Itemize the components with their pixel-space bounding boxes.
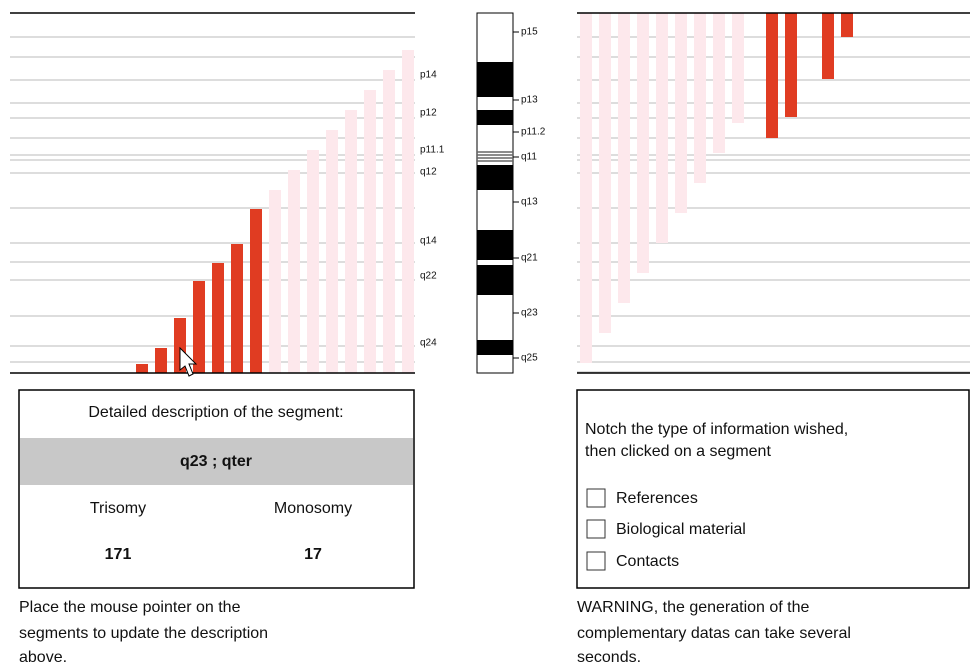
dark-band	[477, 340, 513, 355]
segment-name: q23 ; qter	[180, 453, 252, 470]
segment-bar	[155, 348, 167, 373]
description-title: Detailed description of the segment:	[88, 404, 343, 421]
dark-band	[477, 165, 513, 190]
checkbox-label[interactable]: Contacts	[616, 553, 679, 570]
note-line: Place the mouse pointer on the	[19, 599, 241, 616]
charts: p14 p12 p11.1 q12 q14 q22 q24 p15 p13 p11.2 q11 q13…	[10, 12, 970, 374]
ghost-segment	[656, 13, 668, 243]
segment-bar	[250, 209, 262, 373]
instruction-line: then clicked on a segment	[585, 443, 771, 460]
segment-bar	[136, 364, 148, 373]
dark-band	[477, 62, 513, 97]
options-box	[576, 389, 970, 589]
band-label: q22	[420, 271, 437, 282]
band-label: p11.2	[521, 127, 546, 138]
band-label: q25	[521, 353, 538, 364]
count: 17	[304, 546, 322, 563]
ghost-segment	[288, 170, 300, 373]
band-label: p12	[420, 108, 437, 119]
band-label: q14	[420, 236, 437, 247]
checkbox-label[interactable]: References	[616, 490, 698, 507]
column-label: Trisomy	[90, 500, 146, 517]
warning-line: seconds.	[577, 649, 641, 666]
ghost-segment	[675, 13, 687, 213]
band-label: q24	[420, 338, 437, 349]
ghost-segment	[326, 130, 338, 373]
ghost-segment	[364, 90, 376, 373]
band-label: q12	[420, 167, 437, 178]
ghost-segment	[269, 190, 281, 373]
column-label: Monosomy	[274, 500, 352, 517]
band-label: q21	[521, 253, 538, 264]
ghost-segment	[637, 13, 649, 273]
ghost-segment	[402, 50, 414, 373]
note-line: above.	[19, 649, 67, 666]
description-box	[18, 389, 415, 589]
ghost-segment	[618, 13, 630, 303]
count: 171	[105, 546, 132, 563]
segment-band	[20, 438, 413, 485]
ghost-segment	[383, 70, 395, 373]
note-line: segments to update the description	[19, 625, 268, 642]
segment-bar	[193, 281, 205, 373]
segment-bar	[822, 13, 834, 79]
dark-band	[477, 230, 513, 260]
checkbox[interactable]	[586, 519, 606, 539]
band-label: q23	[521, 308, 538, 319]
ghost-segment	[713, 13, 725, 153]
ghost-segment	[580, 13, 592, 363]
dark-band	[477, 110, 513, 125]
dark-band	[477, 265, 513, 295]
band-label: q13	[521, 197, 538, 208]
band-label: q11	[521, 152, 537, 163]
warning-line: complementary datas can take several	[577, 625, 851, 642]
ghost-segment	[307, 150, 319, 373]
ghost-segment	[694, 13, 706, 183]
band-label: p13	[521, 95, 538, 106]
segment-bar	[841, 13, 853, 37]
checkbox-label[interactable]: Biological material	[616, 521, 746, 538]
band-label: p14	[420, 70, 437, 81]
segment-bar	[766, 13, 778, 138]
segment-bar	[785, 13, 797, 117]
ghost-segment	[599, 13, 611, 333]
band-label: p11.1	[420, 145, 445, 156]
warning-line: WARNING, the generation of the	[577, 599, 810, 616]
ghost-segment	[732, 13, 744, 123]
instruction-line: Notch the type of information wished,	[585, 421, 848, 438]
segment-bar	[231, 244, 243, 373]
ghost-segment	[345, 110, 357, 373]
checkbox[interactable]	[586, 551, 606, 571]
segment-bar	[212, 263, 224, 373]
mouse-cursor	[179, 346, 198, 377]
checkbox[interactable]	[586, 488, 606, 508]
band-label: p15	[521, 27, 538, 38]
